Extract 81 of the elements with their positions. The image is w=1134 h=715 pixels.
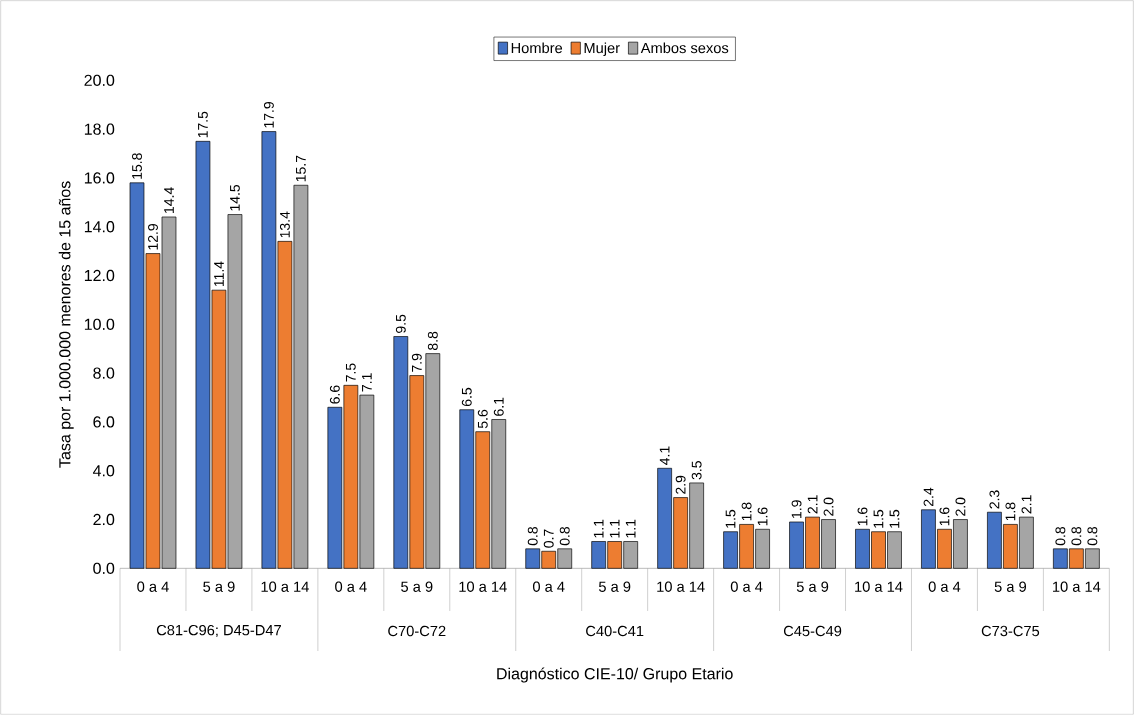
x-tick-label: 0 a 4 [928,581,961,592]
x-tick-label: 5 a 9 [401,581,433,592]
data-label: 6.6 [329,385,340,404]
data-label: 12.9 [148,224,158,250]
x-tick-label: 0 a 4 [730,581,763,592]
x-tick-label: 5 a 9 [598,581,631,592]
data-label: 1.5 [873,509,884,528]
text: C73-C75 [981,625,1040,637]
text: C81-C96; D45-D47 [156,624,281,638]
data-label: 1.5 [889,509,900,528]
legend-label: Mujer [584,42,620,57]
data-label: 1.1 [609,519,620,538]
data-label: 1.8 [1005,502,1016,521]
data-label: 15.7 [296,155,306,182]
data-label: 11.4 [214,261,224,287]
text: C70-C72 [388,625,446,637]
data-label: 7.5 [345,363,356,382]
y-tick-label: 2.0 [93,513,115,526]
y-tick-label: 20.0 [84,74,115,86]
data-label: 13.4 [279,211,290,238]
data-label: 3.5 [691,461,702,480]
x-tick-label: 5 a 9 [994,581,1027,592]
data-label: 1.6 [939,507,950,526]
data-label: 2.4 [923,487,934,507]
data-label: 1.5 [725,509,736,528]
data-label: 7.9 [411,353,422,372]
x-tick-label: 0 a 4 [532,581,565,592]
data-label: 1.1 [593,519,604,538]
y-tick-label: 10.0 [84,318,115,330]
y-tick-label: 18.0 [84,123,115,135]
legend-label: Ambos sexos [640,42,729,54]
data-label: 7.1 [362,373,372,392]
data-label: 2.0 [955,497,966,516]
x-tick-label: 10 a 14 [261,581,309,592]
x-tick-label: 0 a 4 [335,581,367,592]
data-label: 0.8 [527,526,538,546]
y-tick-label: 6.0 [93,416,115,428]
data-label: 4.1 [659,446,670,465]
data-label: 2.1 [807,495,818,514]
text: C45-C49 [783,625,842,637]
data-label: 14.4 [164,187,174,213]
data-label: 6.1 [493,397,504,416]
data-label: 1.6 [857,507,868,526]
data-label: 2.3 [989,490,1000,509]
data-label: 14.5 [230,184,240,211]
data-label: 1.8 [741,502,752,521]
data-label: 0.8 [1071,526,1082,546]
y-tick-label: 4.0 [92,465,115,477]
y-tick-label: 12.0 [84,269,115,282]
x-tick-label: 10 a 14 [459,581,507,592]
data-label: 1.1 [625,519,636,538]
data-label: 1.9 [791,500,802,518]
data-label: 0.7 [543,529,554,548]
data-label: 0.8 [1087,526,1098,546]
y-tick-label: 14.0 [84,221,115,233]
data-label: 17.9 [263,102,274,128]
x-tick-label: 10 a 14 [1053,581,1101,592]
data-label: 0.8 [1055,526,1066,546]
y-tick-label: 8.0 [93,367,115,379]
data-label: 15.8 [132,153,142,179]
x-tick-label: 0 a 4 [137,581,169,592]
data-label: 8.8 [427,331,438,351]
y-axis-title: Tasa por 1.000.000 menores de 15 años [58,181,74,468]
x-tick-label: 10 a 14 [657,581,705,592]
x-axis-title: Diagnóstico CIE-10/ Grupo Etario [497,667,733,683]
data-label: 6.5 [461,387,472,407]
y-tick-label: 0.0 [93,562,115,574]
legend-label: Hombre [511,42,563,54]
data-label: 2.0 [823,497,834,516]
data-label: 2.1 [1021,495,1032,514]
x-tick-label: 5 a 9 [796,581,829,592]
y-tick-label: 16.0 [84,172,115,184]
data-label: 2.9 [675,475,686,494]
data-label: 0.8 [559,526,570,546]
data-label: 9.5 [395,314,406,333]
data-label: 1.6 [757,507,768,526]
data-label: 17.5 [198,111,208,138]
text: C40-C41 [586,625,644,637]
data-label: 5.6 [477,409,488,429]
x-tick-label: 5 a 9 [203,581,235,592]
x-tick-label: 10 a 14 [855,581,903,592]
